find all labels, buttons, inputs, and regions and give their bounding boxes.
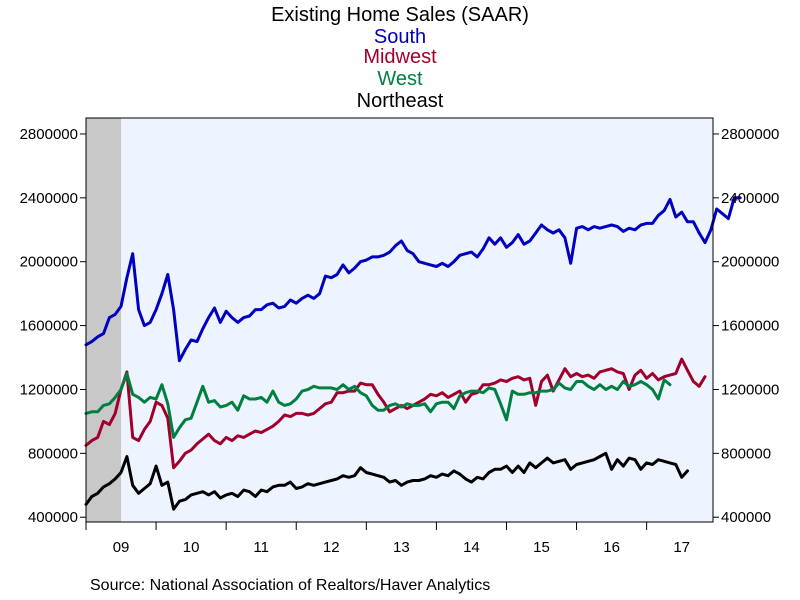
y-tick-label-left: 1200000 <box>20 381 78 398</box>
plot-background <box>86 118 713 522</box>
series-line-midwest <box>84 357 707 470</box>
y-tick-label-left: 2800000 <box>20 126 78 143</box>
series-line-west <box>84 372 672 439</box>
y-tick-label-left: 800000 <box>28 445 78 462</box>
y-tick-label-right: 800000 <box>721 445 771 462</box>
legend-midwest: Midwest <box>363 46 437 68</box>
x-tick-label: 09 <box>113 539 130 556</box>
series-line-south <box>84 196 742 363</box>
y-tick-label-left: 400000 <box>28 509 78 526</box>
y-tick-label-right: 2800000 <box>721 126 779 143</box>
x-tick-label: 15 <box>533 539 550 556</box>
x-tick-label: 16 <box>603 539 620 556</box>
y-tick-label-right: 1600000 <box>721 318 779 335</box>
legend-west: West <box>377 68 423 90</box>
y-tick-label-right: 2400000 <box>721 190 779 207</box>
series-line-northeast <box>84 451 689 511</box>
x-tick-label: 10 <box>183 539 200 556</box>
x-tick-label: 12 <box>323 539 340 556</box>
x-tick-label: 11 <box>253 539 269 556</box>
x-tick-label: 14 <box>463 539 480 556</box>
y-tick-label-right: 400000 <box>721 509 771 526</box>
plot-frame <box>85 117 714 523</box>
chart-title: Existing Home Sales (SAAR) <box>271 4 529 26</box>
y-tick-label-left: 2400000 <box>20 190 78 207</box>
source-note: Source: National Association of Realtors… <box>90 577 491 594</box>
plot-area <box>84 118 742 522</box>
legend-south: South <box>373 26 427 48</box>
axes: 400000 400000 800000 800000 1200000 1200000 16… <box>20 117 779 556</box>
recession-shading <box>86 118 122 522</box>
x-tick-label: 17 <box>673 539 690 556</box>
y-tick-label-left: 2000000 <box>20 254 78 271</box>
y-tick-label-left: 1600000 <box>20 318 78 335</box>
y-tick-label-right: 1200000 <box>721 381 779 398</box>
y-tick-label-right: 2000000 <box>721 254 779 271</box>
x-tick-label: 13 <box>393 539 410 556</box>
legend-northeast: Northeast <box>356 90 444 112</box>
